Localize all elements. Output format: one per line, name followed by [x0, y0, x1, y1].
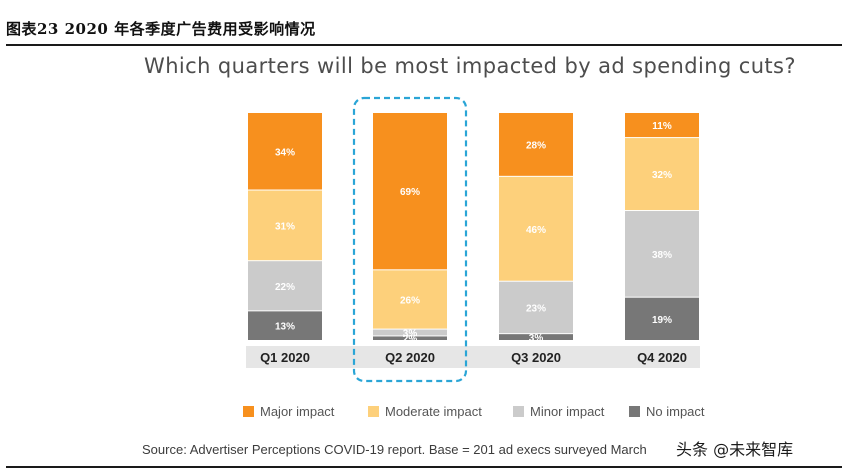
- tick-label-q3-2020: Q3 2020: [511, 350, 561, 365]
- bottom-rule: [6, 466, 842, 468]
- bar-label-q2-2020-minor-impact: 3%: [403, 329, 418, 340]
- bar-label-q3-2020-no-impact: 3%: [529, 333, 544, 344]
- bar-q3-2020-no-impact: [499, 334, 573, 340]
- bar-q3-2020-minor-impact: [499, 281, 573, 334]
- bar-q4-2020-moderate-impact: [625, 138, 699, 211]
- legend-swatch-moderate-impact: [368, 406, 379, 417]
- legend-swatch-no-impact: [629, 406, 640, 417]
- legend-swatch-minor-impact: [513, 406, 524, 417]
- bar-label-q3-2020-minor-impact: 23%: [526, 303, 546, 314]
- bar-q3-2020-major-impact: [499, 113, 573, 176]
- bar-label-q4-2020-moderate-impact: 32%: [652, 170, 672, 181]
- bar-label-q2-2020-moderate-impact: 26%: [400, 295, 420, 306]
- legend-label-major-impact: Major impact: [260, 404, 335, 419]
- bar-label-q2-2020-no-impact: 2%: [403, 334, 418, 345]
- bar-label-q1-2020-major-impact: 34%: [275, 147, 295, 158]
- highlight-box: [352, 96, 468, 383]
- bar-label-q4-2020-no-impact: 19%: [652, 315, 672, 326]
- bar-label-q1-2020-minor-impact: 22%: [275, 282, 295, 293]
- top-rule: [6, 44, 842, 46]
- watermark: 头条 @未来智库: [674, 436, 796, 460]
- bar-q3-2020-moderate-impact: [499, 176, 573, 281]
- bar-q2-2020-major-impact: [373, 113, 447, 270]
- bar-q1-2020-moderate-impact: [248, 190, 322, 261]
- bar-q2-2020-minor-impact: [373, 329, 447, 336]
- category-strip: [246, 346, 700, 368]
- tick-label-q4-2020: Q4 2020: [637, 350, 687, 365]
- bar-q4-2020-no-impact: [625, 297, 699, 340]
- bar-label-q1-2020-moderate-impact: 31%: [275, 221, 295, 232]
- legend-label-moderate-impact: Moderate impact: [385, 404, 482, 419]
- bar-q4-2020-major-impact: [625, 113, 699, 138]
- bar-label-q2-2020-major-impact: 69%: [400, 187, 420, 198]
- source-note: Source: Advertiser Perceptions COVID-19 …: [142, 442, 647, 457]
- legend-swatch-major-impact: [243, 406, 254, 417]
- chart-title: Which quarters will be most impacted by …: [144, 54, 796, 78]
- bar-q1-2020-no-impact: [248, 311, 322, 340]
- bar-label-q1-2020-no-impact: 13%: [275, 322, 295, 333]
- bar-label-q4-2020-minor-impact: 38%: [652, 250, 672, 261]
- bar-label-q3-2020-major-impact: 28%: [526, 140, 546, 151]
- tick-label-q1-2020: Q1 2020: [260, 350, 310, 365]
- bar-label-q4-2020-major-impact: 11%: [652, 121, 672, 132]
- bar-label-q3-2020-moderate-impact: 46%: [526, 225, 546, 236]
- bar-q1-2020-major-impact: [248, 113, 322, 190]
- legend-label-no-impact: No impact: [646, 404, 705, 419]
- bar-q2-2020-no-impact: [373, 336, 447, 340]
- bar-q1-2020-minor-impact: [248, 261, 322, 311]
- legend-label-minor-impact: Minor impact: [530, 404, 605, 419]
- bar-q4-2020-minor-impact: [625, 211, 699, 297]
- legend: Major impact Moderate impact Minor impact N…: [243, 404, 705, 419]
- figure-caption: 图表23 2020 年各季度广告费用受影响情况: [6, 20, 316, 38]
- tick-label-q2-2020: Q2 2020: [385, 350, 435, 365]
- bar-q2-2020-moderate-impact: [373, 270, 447, 329]
